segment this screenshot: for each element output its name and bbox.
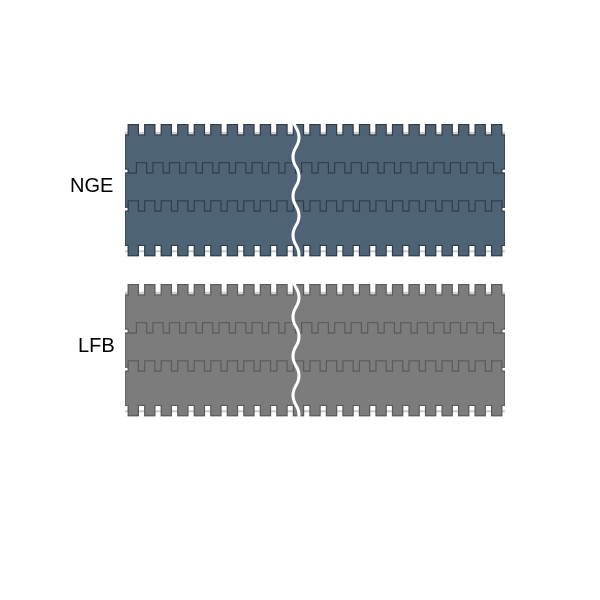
belt-row [125, 201, 505, 256]
belt-row [125, 125, 505, 180]
series-label-1: LFB [78, 335, 115, 358]
belt-row [125, 361, 505, 416]
belt-0 [125, 108, 505, 265]
belt-1 [125, 268, 505, 425]
belt-row [125, 285, 505, 340]
series-label-0: NGE [70, 175, 113, 198]
